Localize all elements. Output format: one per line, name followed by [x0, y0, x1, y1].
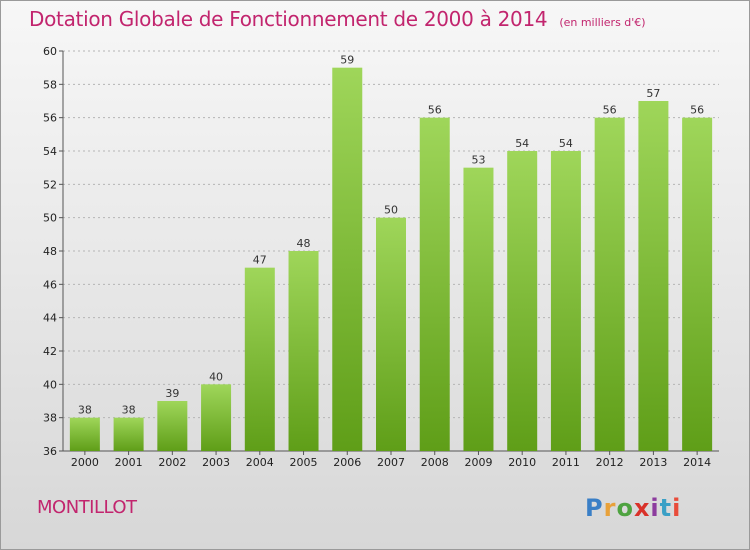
- x-tick-labels: 2000 2001 2002 2003 2004 2005 2006 2007 2008 2009…: [71, 456, 711, 469]
- x-tick-label: 2009: [464, 456, 492, 469]
- y-tick-label: 52: [43, 178, 57, 191]
- y-tick-label: 48: [43, 245, 57, 258]
- svg-text:Proxiti: Proxiti: [585, 494, 681, 522]
- data-label: 56: [603, 104, 617, 117]
- bar: [288, 251, 319, 451]
- y-tick-label: 40: [43, 378, 57, 391]
- bar: [244, 267, 275, 451]
- logo-letter: o: [616, 494, 634, 522]
- data-label: 56: [428, 104, 442, 117]
- x-tick-label: 2010: [508, 456, 536, 469]
- chart-title-main: Dotation Globale de Fonctionnement de 20…: [29, 7, 548, 31]
- bars: [69, 67, 713, 452]
- bar: [682, 117, 713, 452]
- x-tick-label: 2012: [596, 456, 624, 469]
- y-tick-label: 38: [43, 412, 57, 425]
- data-label: 38: [78, 404, 92, 417]
- data-label: 47: [253, 254, 267, 267]
- chart-unit: (en milliers d'€): [559, 16, 646, 29]
- y-tick-label: 46: [43, 278, 57, 291]
- y-tick-label: 44: [43, 312, 57, 325]
- x-tick-label: 2000: [71, 456, 99, 469]
- y-tick-labels: 36 38 40 42 44 46 48 50 52 54 56 58 60: [43, 45, 57, 458]
- y-tick-label: 42: [43, 345, 57, 358]
- y-tick-label: 50: [43, 212, 57, 225]
- x-tick-label: 2004: [246, 456, 274, 469]
- data-label: 48: [297, 237, 311, 250]
- bar: [69, 417, 100, 451]
- data-label: 57: [646, 87, 660, 100]
- value-labels: 38 38 39 40 47 48 59 50 56 53 54 54 56 57 56: [78, 54, 704, 417]
- y-tick-label: 54: [43, 145, 57, 158]
- x-tick-label: 2013: [639, 456, 667, 469]
- logo-letter: x: [634, 494, 650, 522]
- x-tick-label: 2007: [377, 456, 405, 469]
- data-label: 39: [165, 387, 179, 400]
- bar: [638, 101, 669, 451]
- x-tick-label: 2006: [333, 456, 361, 469]
- y-tick-label: 58: [43, 78, 57, 91]
- logo-letter: r: [604, 494, 617, 522]
- bar: [113, 417, 144, 451]
- x-tick-label: 2002: [158, 456, 186, 469]
- bar: [157, 401, 188, 451]
- bar: [594, 117, 625, 452]
- data-label: 38: [122, 404, 136, 417]
- x-tick-label: 2014: [683, 456, 711, 469]
- chart-title: Dotation Globale de Fonctionnement de 20…: [29, 7, 646, 31]
- data-label: 54: [559, 137, 573, 150]
- bar: [507, 151, 538, 451]
- x-tick-label: 2008: [421, 456, 449, 469]
- data-label: 56: [690, 104, 704, 117]
- y-tick-label: 36: [43, 445, 57, 458]
- logo-letter: i: [650, 494, 659, 522]
- x-tick-label: 2005: [290, 456, 318, 469]
- commune-name: MONTILLOT: [37, 497, 137, 518]
- bar: [376, 217, 406, 451]
- data-label: 54: [515, 137, 529, 150]
- bar: [550, 151, 581, 451]
- data-label: 40: [209, 370, 223, 383]
- data-label: 53: [471, 154, 485, 167]
- x-tick-label: 2001: [115, 456, 143, 469]
- logo-letter: t: [660, 494, 672, 522]
- data-label: 50: [384, 204, 398, 217]
- bar: [463, 167, 494, 451]
- proxiti-logo: Proxiti: [585, 494, 681, 522]
- y-tick-label: 56: [43, 112, 57, 125]
- y-tick-label: 60: [43, 45, 57, 58]
- bar: [419, 117, 450, 452]
- logo-letter: P: [585, 494, 604, 522]
- x-tick-label: 2011: [552, 456, 580, 469]
- data-label: 59: [340, 54, 354, 67]
- logo-letter: i: [672, 494, 681, 522]
- bar: [332, 67, 363, 452]
- bar: [201, 384, 232, 451]
- x-tick-label: 2003: [202, 456, 230, 469]
